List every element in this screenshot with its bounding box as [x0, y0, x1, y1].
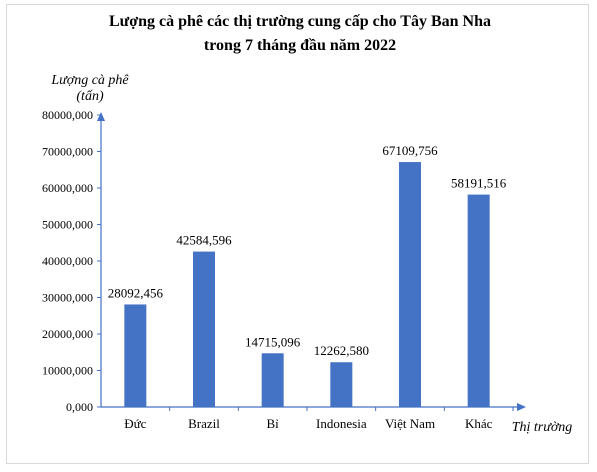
category-label: Bỉ	[267, 416, 280, 431]
data-label: 12262,580	[314, 343, 369, 358]
chart-title-line2: trong 7 tháng đầu năm 2022	[204, 37, 396, 54]
y-axis-arrow-icon	[97, 112, 105, 121]
y-axis-title-line2: (tấn)	[76, 89, 104, 104]
category-label: Indonesia	[316, 416, 367, 431]
data-label: 42584,596	[176, 233, 232, 248]
y-tick-label: 0,000	[66, 400, 93, 414]
y-tick-label: 60000,000	[42, 181, 93, 195]
data-label: 28092,456	[108, 285, 164, 300]
data-label: 67109,756	[382, 143, 438, 158]
data-label: 58191,516	[451, 176, 507, 191]
y-tick-label: 50000,000	[42, 218, 93, 232]
bar	[467, 194, 490, 407]
y-tick-label: 80000,000	[42, 108, 93, 122]
y-axis-title-line1: Lượng cà phê	[50, 73, 129, 88]
y-tick-label: 40000,000	[42, 254, 93, 268]
category-label: Brazil	[188, 416, 220, 431]
x-axis-title: Thị trường	[512, 420, 573, 435]
bar	[124, 304, 147, 407]
category-label: Đức	[124, 416, 146, 431]
data-label: 14715,096	[245, 334, 301, 349]
chart-title-line1: Lượng cà phê các thị trường cung cấp cho…	[109, 13, 491, 30]
y-tick-label: 30000,000	[42, 291, 93, 305]
category-label: Khác	[465, 416, 493, 431]
category-label: Việt Nam	[385, 416, 435, 431]
plot-area: 0,000 10000,000 20000,000 30000,000 40000,00…	[42, 108, 526, 431]
chart-frame	[6, 4, 589, 464]
y-tick-label: 10000,000	[42, 364, 93, 378]
y-tick-label: 70000,000	[42, 145, 93, 159]
bar	[330, 362, 353, 407]
bar	[193, 251, 215, 407]
bar	[399, 162, 421, 407]
x-axis-arrow-icon	[517, 403, 526, 411]
y-tick-label: 20000,000	[42, 327, 93, 341]
bar	[261, 353, 284, 407]
